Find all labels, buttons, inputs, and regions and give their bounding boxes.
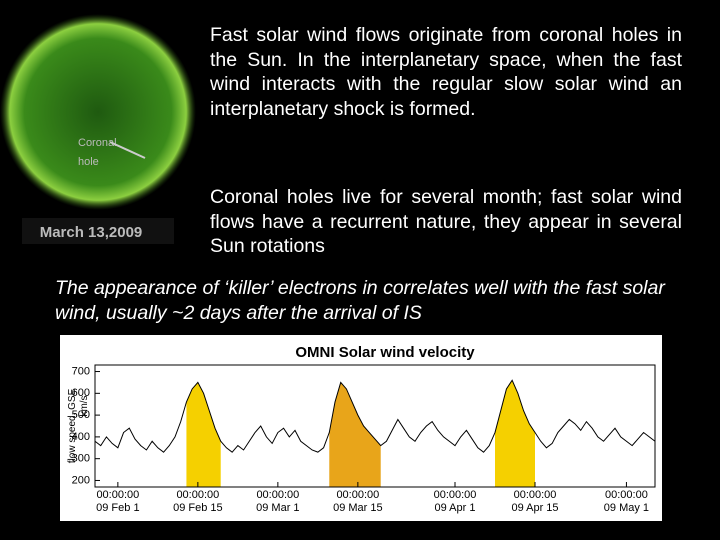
x-tick-label: 00:00:00 <box>605 489 648 501</box>
x-tick-label: 09 Feb 1 <box>96 502 139 514</box>
y-axis-label: km/s <box>79 395 90 416</box>
x-tick-label: 09 Apr 15 <box>511 502 558 514</box>
sun-disk <box>0 14 196 210</box>
y-tick-label: 200 <box>72 474 90 486</box>
sun-image: Coronal hole March 13,2009 <box>0 14 196 244</box>
x-tick-label: 00:00:00 <box>434 489 477 501</box>
y-tick-label: 500 <box>72 409 90 421</box>
highlight-text: The appearance of ‘killer’ electrons in … <box>55 277 665 324</box>
x-tick-label: 09 Feb 15 <box>173 502 223 514</box>
y-tick-label: 700 <box>72 365 90 377</box>
y-tick-label: 400 <box>72 431 90 443</box>
x-tick-label: 09 Mar 15 <box>333 502 383 514</box>
date-box <box>22 218 174 244</box>
highlight-area <box>495 380 535 487</box>
arrow <box>109 141 146 159</box>
x-tick-label: 00:00:00 <box>336 489 379 501</box>
paragraph: Fast solar wind flows originate from cor… <box>210 24 682 120</box>
paragraph: Coronal holes live for several month; fa… <box>210 186 682 257</box>
chart-title: OMNI Solar wind velocity <box>295 344 475 361</box>
x-tick-label: 09 Apr 1 <box>435 502 476 514</box>
line <box>94 379 656 453</box>
x-tick-label: 09 Mar 1 <box>256 502 299 514</box>
x-tick-label: 00:00:00 <box>96 489 139 501</box>
plot-frame <box>94 364 656 488</box>
y-axis-label: flow speed, GSE <box>67 388 78 463</box>
x-tick-label: 09 May 1 <box>604 502 649 514</box>
y-tick-label: 300 <box>72 453 90 465</box>
coronal-label: Coronal <box>78 137 117 149</box>
x-tick-label: 00:00:00 <box>176 489 219 501</box>
coronal-label: hole <box>78 156 99 168</box>
x-tick-label: 00:00:00 <box>256 489 299 501</box>
highlight-area <box>329 382 381 487</box>
x-tick-label: 00:00:00 <box>514 489 557 501</box>
highlight-area <box>186 382 221 487</box>
y-tick-label: 600 <box>72 387 90 399</box>
date-label: March 13,2009 <box>40 224 143 241</box>
